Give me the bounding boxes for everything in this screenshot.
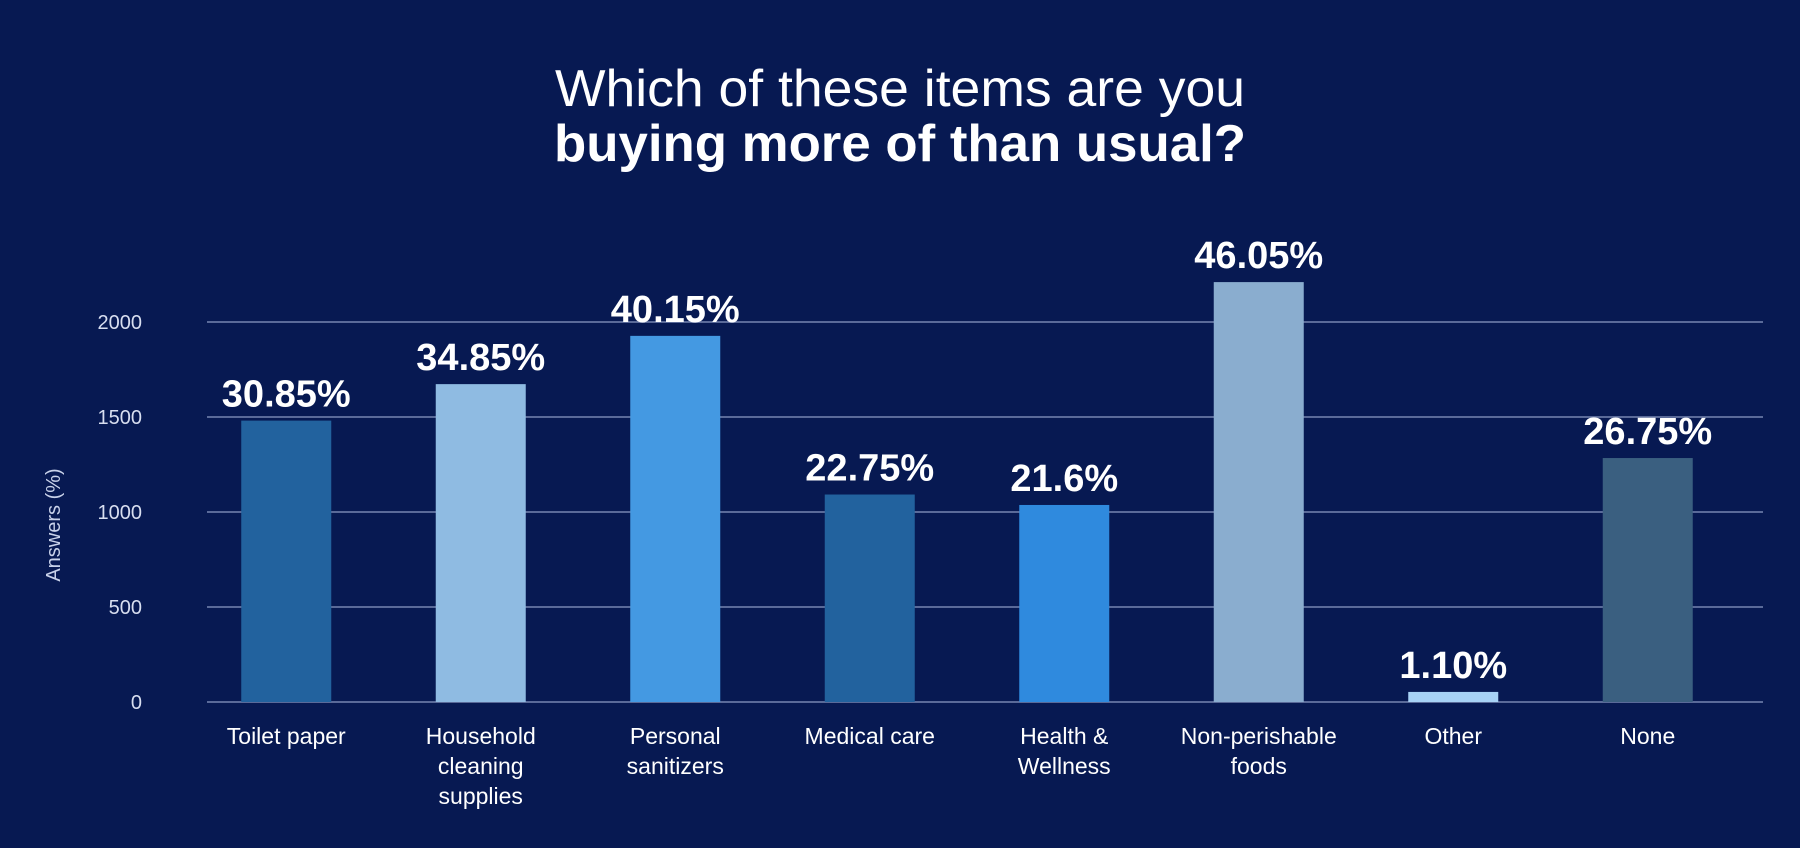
x-tick-label: supplies [439,783,523,809]
data-label: 21.6% [1010,458,1118,500]
bar [241,420,332,702]
x-tick-label: Household [426,723,536,749]
x-tick-label: foods [1231,753,1287,779]
bar [435,384,526,702]
bar [1602,458,1693,702]
data-label: 40.15% [611,289,740,331]
chart-title-line-1: Which of these items are you [555,60,1245,118]
bars [241,282,1693,702]
x-tick-label: Health & [1020,723,1108,749]
bar [1213,282,1304,702]
bar [1408,691,1499,702]
y-tick-label: 500 [109,597,142,619]
data-label: 34.85% [416,337,545,379]
x-tick-label: sanitizers [627,753,724,779]
data-label: 1.10% [1399,645,1507,687]
y-tick-label: 1000 [98,502,143,524]
data-label: 30.85% [222,374,351,416]
x-axis-labels: Toilet paper Household cleaning supplies Per… [227,723,1675,809]
x-tick-label: Personal [630,723,721,749]
x-tick-label: None [1620,723,1675,749]
bar [630,335,721,702]
chart-title-line-2: buying more of than usual? [554,115,1246,173]
x-tick-label: Toilet paper [227,723,346,749]
x-tick-label: Non-perishable [1181,723,1337,749]
x-tick-label: Other [1424,723,1482,749]
y-tick-label: 1500 [98,407,143,429]
y-tick-label: 0 [131,692,142,714]
data-label: 26.75% [1583,411,1712,453]
x-tick-label: Wellness [1018,753,1111,779]
x-tick-label: Medical care [805,723,935,749]
y-tick-label: 2000 [98,312,143,334]
data-label: 46.05% [1194,235,1323,277]
data-label: 22.75% [805,448,934,490]
bar [824,494,915,702]
x-tick-label: cleaning [438,753,524,779]
bar [1019,504,1110,702]
y-axis-title: Answers (%) [43,468,65,581]
data-labels: 30.85% 34.85% 40.15% 22.75% 21.6% 46.05% 1.10%… [222,235,1712,687]
